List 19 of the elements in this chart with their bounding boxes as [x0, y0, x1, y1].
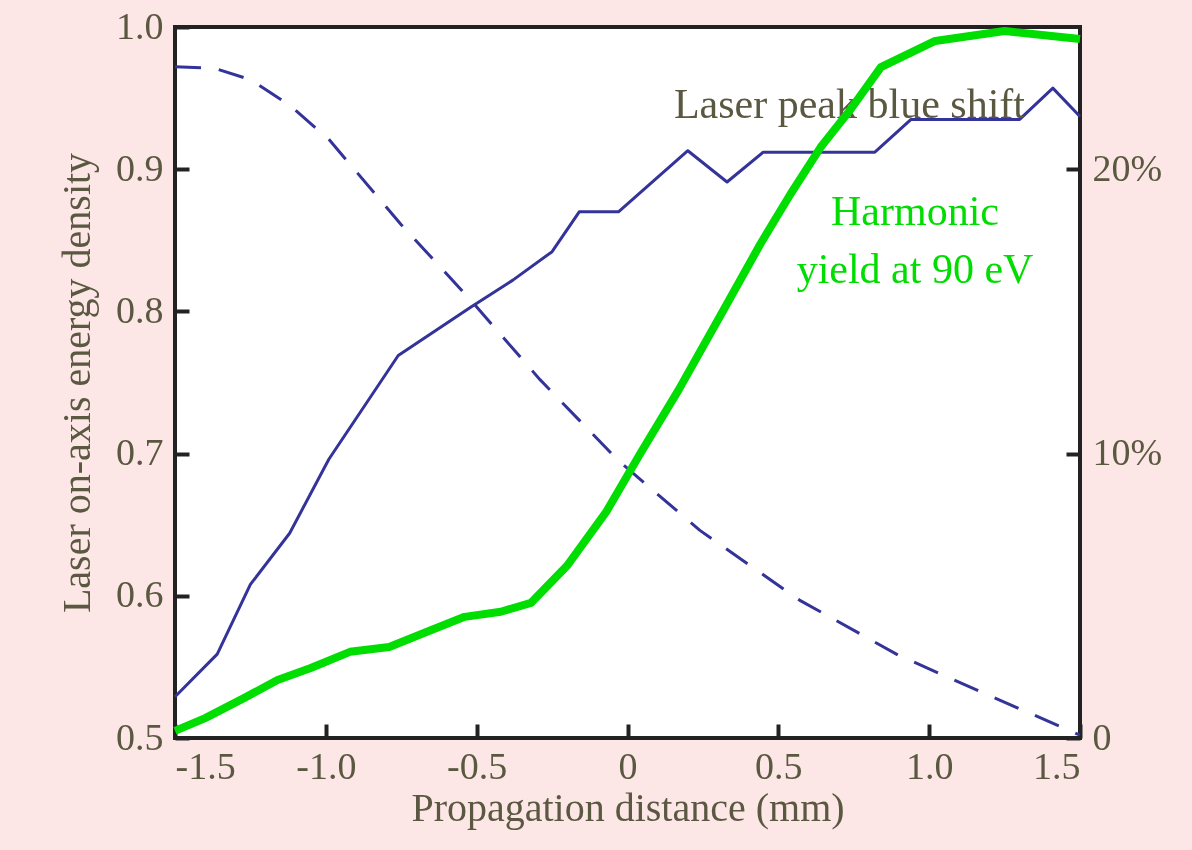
- y2-tick-label: 20%: [1092, 146, 1163, 189]
- y2-tick-label: 10%: [1092, 431, 1163, 474]
- series-label: Harmonic yield at 90 eV: [796, 188, 1034, 292]
- x-tick-label: 0.5: [755, 744, 803, 787]
- y2-tick-label: 0: [1092, 715, 1112, 758]
- x-tick-label: -0.5: [447, 744, 508, 787]
- y-tick-label: 0.6: [116, 573, 164, 616]
- x-tick-label: 0: [618, 744, 638, 787]
- x-axis-title: Propagation distance (mm): [411, 784, 845, 830]
- x-tick-label: 1.5: [1033, 744, 1081, 787]
- x-tick-label: 1.0: [905, 744, 954, 787]
- y-axis-title: Laser on-axis energy density: [54, 152, 99, 614]
- y-tick-label: 0.7: [116, 431, 164, 474]
- y-tick-label: 0.9: [116, 146, 164, 189]
- y-tick-label: 0.5: [116, 715, 164, 758]
- x-tick-label: -1.0: [296, 744, 357, 787]
- x-tick-label: -1.5: [175, 744, 236, 787]
- y-tick-label: 1.0: [116, 4, 164, 47]
- y-tick-label: 0.8: [116, 288, 164, 331]
